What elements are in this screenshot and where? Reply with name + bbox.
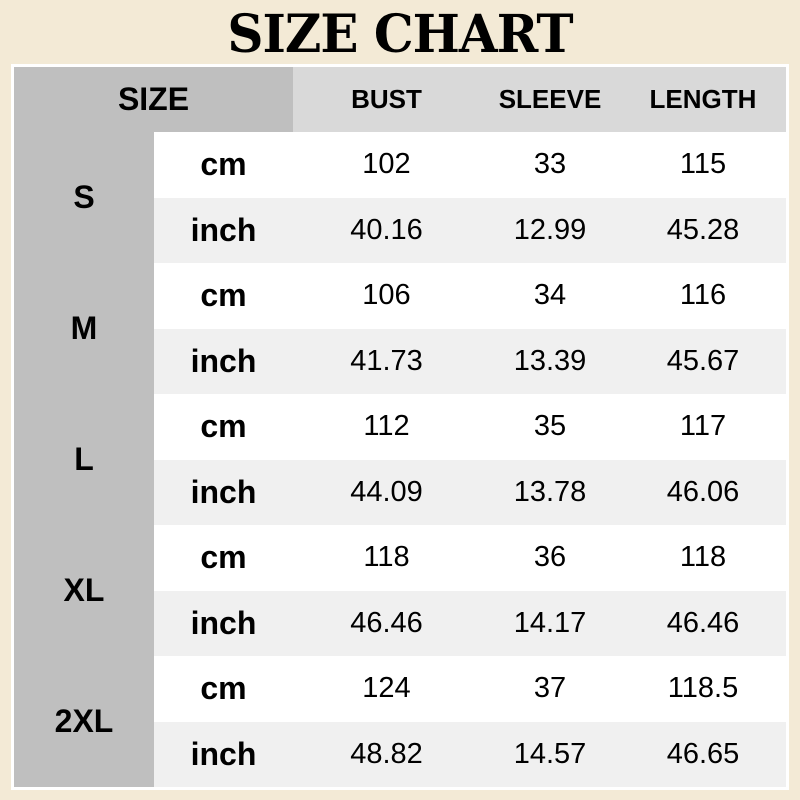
cm-value: 118	[293, 525, 480, 591]
unit-label-cm: cm	[154, 394, 293, 460]
inch-value: 46.06	[620, 459, 786, 525]
inch-value: 12.99	[480, 197, 620, 263]
unit-label-cm: cm	[154, 525, 293, 591]
size-label: S	[14, 132, 154, 263]
cm-value: 115	[620, 132, 786, 198]
cm-value: 37	[480, 656, 620, 722]
inch-value: 46.46	[293, 590, 480, 656]
inch-value: 48.82	[293, 721, 480, 787]
size-label: 2XL	[14, 656, 154, 787]
cm-value: 35	[480, 394, 620, 460]
cm-value: 34	[480, 263, 620, 329]
cm-value: 116	[620, 263, 786, 329]
header-length: LENGTH	[620, 67, 786, 132]
inch-value: 14.17	[480, 590, 620, 656]
unit-label-inch: inch	[154, 721, 293, 787]
inch-value: 41.73	[293, 328, 480, 394]
size-label: L	[14, 394, 154, 525]
unit-label-cm: cm	[154, 656, 293, 722]
header-size: SIZE	[14, 67, 293, 132]
inch-value: 46.65	[620, 721, 786, 787]
header-bust: BUST	[293, 67, 480, 132]
size-label: M	[14, 263, 154, 394]
size-label: XL	[14, 525, 154, 656]
inch-value: 13.39	[480, 328, 620, 394]
unit-label-inch: inch	[154, 328, 293, 394]
cm-value: 33	[480, 132, 620, 198]
cm-value: 124	[293, 656, 480, 722]
unit-label-cm: cm	[154, 132, 293, 198]
unit-label-inch: inch	[154, 590, 293, 656]
inch-value: 13.78	[480, 459, 620, 525]
unit-label-inch: inch	[154, 197, 293, 263]
cm-value: 102	[293, 132, 480, 198]
cm-value: 36	[480, 525, 620, 591]
inch-value: 40.16	[293, 197, 480, 263]
cm-value: 106	[293, 263, 480, 329]
cm-value: 112	[293, 394, 480, 460]
header-sleeve: SLEEVE	[480, 67, 620, 132]
cm-value: 117	[620, 394, 786, 460]
cm-value: 118	[620, 525, 786, 591]
inch-value: 14.57	[480, 721, 620, 787]
cm-value: 118.5	[620, 656, 786, 722]
inch-value: 45.67	[620, 328, 786, 394]
unit-label-inch: inch	[154, 459, 293, 525]
unit-label-cm: cm	[154, 263, 293, 329]
inch-value: 46.46	[620, 590, 786, 656]
inch-value: 45.28	[620, 197, 786, 263]
inch-value: 44.09	[293, 459, 480, 525]
page-title: SIZE CHART	[227, 2, 573, 65]
